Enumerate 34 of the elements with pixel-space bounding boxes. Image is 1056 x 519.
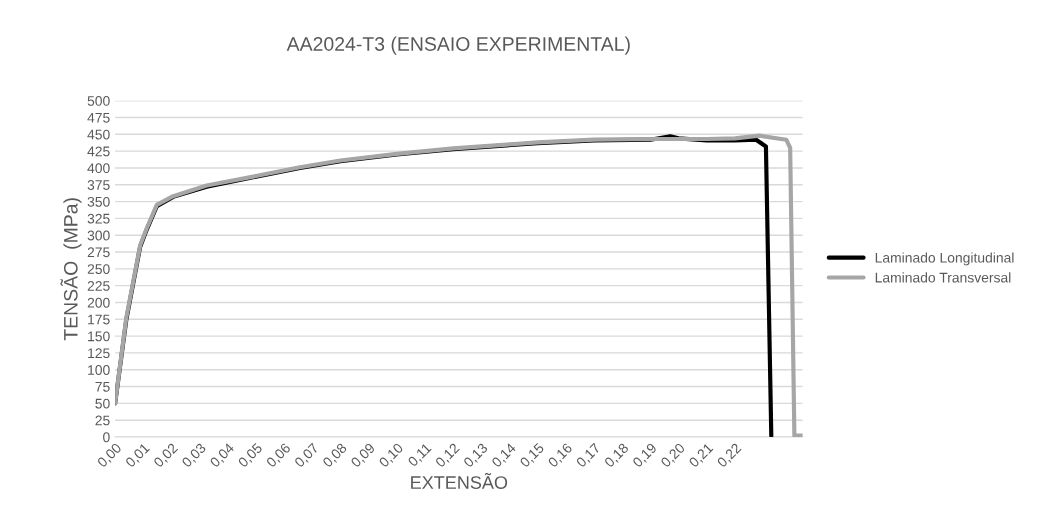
legend-label: Laminado Longitudinal: [875, 252, 1014, 266]
y-tick-label: 325: [87, 213, 110, 224]
x-tick-label: 0,10: [378, 442, 405, 469]
y-tick-label: 425: [87, 146, 110, 157]
y-tick-label: 375: [87, 180, 110, 190]
x-tick-label: 0,09: [350, 442, 377, 469]
y-tick-label: 125: [88, 348, 110, 359]
y-tick-label: 400: [87, 163, 110, 174]
y-tick-label: 225: [87, 280, 110, 291]
x-tick-label: 0,20: [660, 442, 687, 469]
y-tick-label: 500: [87, 96, 110, 106]
y-tick-label: 100: [88, 365, 110, 375]
y-tick-label: 175: [88, 314, 110, 325]
y-tick-label: 250: [87, 264, 110, 275]
y-axis-title: TENSÃO (MPa): [60, 198, 82, 341]
y-tick-label: 350: [87, 196, 110, 207]
x-tick-label: 0,21: [688, 442, 715, 469]
y-tick-label: 300: [87, 230, 110, 241]
y-tick-label: 200: [87, 297, 110, 308]
x-tick-label: 0,19: [631, 442, 659, 469]
legend-label: Laminado Transversal: [875, 272, 1011, 283]
y-tick-label: 50: [95, 398, 110, 409]
y-tick-label: 75: [95, 382, 110, 392]
x-tick-label: 0,11: [407, 442, 433, 469]
y-tick-label: 25: [95, 415, 110, 426]
y-tick-label: 475: [87, 112, 110, 123]
x-tick-label: 0,00: [96, 442, 124, 469]
y-tick-label: 450: [87, 129, 110, 140]
y-tick-label: 150: [88, 331, 110, 342]
x-tick-label: 0,01: [124, 442, 152, 469]
y-tick-label: 275: [87, 247, 110, 258]
y-tick-label: 0: [103, 432, 110, 443]
chart-title: AA2024-T3 (ENSAIO EXPERIMENTAL): [286, 36, 630, 55]
x-axis-title: EXTENSÃO: [411, 472, 508, 489]
